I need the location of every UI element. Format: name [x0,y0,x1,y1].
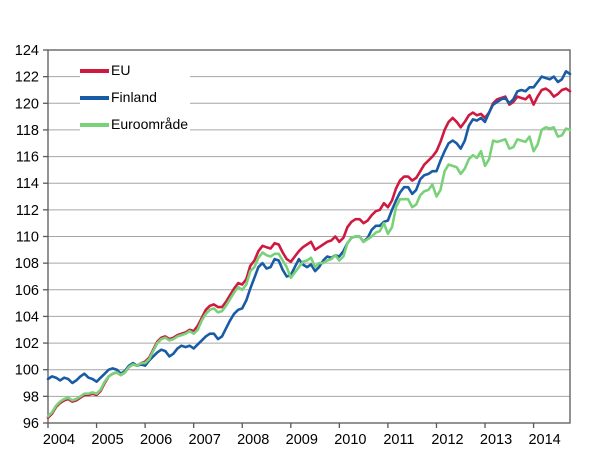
legend-label-finland: Finland [111,89,157,105]
y-axis-tick-label: 116 [16,150,39,166]
x-axis-tick-label: 2013 [480,432,512,448]
eu-line-swatch-icon [80,68,109,73]
y-axis-tick-label: 108 [15,256,39,272]
y-axis-tick-label: 106 [15,283,39,299]
x-axis-tick-label: 2005 [91,432,123,448]
y-axis-tick-label: 120 [15,96,39,112]
y-axis-tick-label: 110 [16,230,39,246]
legend-item-finland: Finland [80,88,191,107]
y-axis-tick-label: 114 [16,176,39,192]
x-axis-tick-label: 2004 [43,432,75,448]
y-axis-tick-label: 98 [23,389,39,405]
x-axis-tick-label: 2010 [334,432,366,448]
legend-label-eu: EU [111,62,131,78]
x-axis-tick-label: 2011 [383,432,414,448]
y-axis-tick-label: 124 [15,43,39,59]
series-line-euroområde [46,126,572,418]
x-axis-tick-label: 2006 [140,432,172,448]
y-axis-tick-label: 122 [15,70,39,86]
y-axis-tick-label: 112 [16,203,39,219]
x-axis-tick-label: 2014 [528,432,560,448]
x-axis-tick-label: 2009 [286,432,318,448]
y-axis-tick-label: 118 [16,123,39,139]
legend-item-eu: EU [80,61,191,80]
legend-label-euroomrade: Euroområde [111,116,189,132]
x-axis-tick-label: 2012 [431,432,463,448]
y-axis-tick-label: 100 [15,363,39,379]
euroomrade-line-swatch-icon [80,122,109,127]
x-axis-tick-label: 2008 [237,432,269,448]
y-axis-tick-label: 104 [15,309,39,325]
x-axis-tick-label: 2007 [189,432,221,448]
y-axis-tick-label: 96 [23,416,39,432]
y-axis-tick-label: 102 [15,336,39,352]
finland-line-swatch-icon [80,95,109,100]
legend-item-euroomrade: Euroområde [80,115,191,134]
chart-legend: EU Finland Euroområde [80,61,191,134]
